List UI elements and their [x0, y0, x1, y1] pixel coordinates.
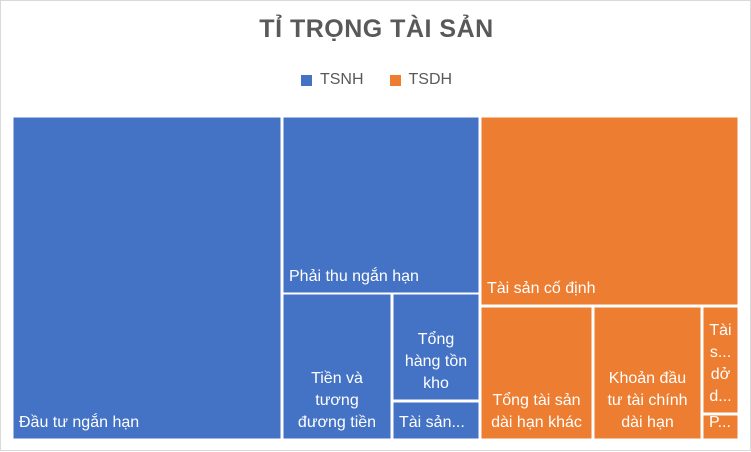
treemap-tile-label-line: tương: [315, 392, 358, 409]
treemap-tile-label-line: d...: [709, 388, 731, 405]
treemap-tile-label-line: Đầu tư ngắn hạn: [19, 412, 139, 431]
treemap-tile-label-10: P...: [709, 414, 731, 431]
treemap-tile-label-line: s...: [710, 344, 731, 361]
treemap-tile-label-line: dài hạn: [621, 414, 674, 431]
treemap-tile-label-line: P...: [709, 414, 731, 431]
treemap-tile-label-line: tư tài chính: [607, 392, 687, 409]
legend-item-tsdh: TSDH: [389, 71, 453, 89]
treemap-tile-label-line: Tài sản...: [399, 414, 465, 431]
treemap-tile-5: [392, 401, 480, 440]
legend-label-tsnh: TSNH: [319, 71, 364, 88]
chart-title: TỈ TRỌNG TÀI SẢN: [259, 15, 494, 43]
treemap-tile-label-line: hàng tồn: [405, 353, 467, 370]
treemap-tile-label-6: Tài sản cố định: [487, 280, 596, 297]
chart-legend: TSNH TSDH: [1, 71, 751, 89]
treemap-tile-label-1: Đầu tư ngắn hạn: [19, 412, 139, 431]
legend-label-tsdh: TSDH: [408, 71, 453, 88]
treemap-tile-6: [480, 116, 739, 306]
treemap-tile-2: [282, 116, 480, 294]
treemap-tile-label-line: dở: [711, 366, 731, 383]
treemap-tile-4: [392, 293, 480, 401]
treemap-tile-label-5: Tài sản...: [399, 414, 465, 431]
treemap-tile-label-line: Khoản đầu: [609, 370, 686, 387]
legend-swatch-tsdh: [389, 74, 401, 86]
treemap-tile-label-line: Phải thu ngắn hạn: [289, 266, 419, 285]
treemap-tile-label-line: dài hạn khác: [491, 414, 582, 431]
treemap-tile-label-9: Tài s... dở d...: [709, 322, 731, 405]
treemap-tile-label-4: Tổng hàng tồn kho: [405, 330, 467, 392]
legend-swatch-tsnh: [300, 74, 312, 86]
treemap-tile-1: [12, 116, 282, 440]
treemap-tile-label-3: Tiền và tương đương tiền: [298, 370, 376, 431]
treemap-tile-label-8: Khoản đầu tư tài chính dài hạn: [607, 370, 687, 431]
treemap-tile-label-line: Tiền và: [311, 370, 363, 387]
treemap-tile-label-line: Tổng: [418, 330, 454, 348]
treemap-tile-label-line: đương tiền: [298, 414, 376, 431]
treemap-tile-label-line: Tài sản cố định: [487, 280, 596, 297]
treemap-tile-label-line: Tổng tài sản: [492, 391, 580, 409]
treemap-tile-label-line: Tài: [709, 322, 731, 339]
legend-item-tsnh: TSNH: [300, 71, 364, 89]
treemap-tile-8: [593, 306, 702, 440]
treemap-tile-10: [702, 414, 739, 440]
treemap-tile-label-7: Tổng tài sản dài hạn khác: [491, 391, 582, 431]
treemap-tile-9: [702, 306, 739, 414]
treemap-tile-label-2: Phải thu ngắn hạn: [289, 266, 419, 285]
treemap-tile-label-line: kho: [423, 375, 449, 392]
treemap-tile-7: [480, 306, 593, 440]
treemap-tile-3: [282, 293, 392, 440]
